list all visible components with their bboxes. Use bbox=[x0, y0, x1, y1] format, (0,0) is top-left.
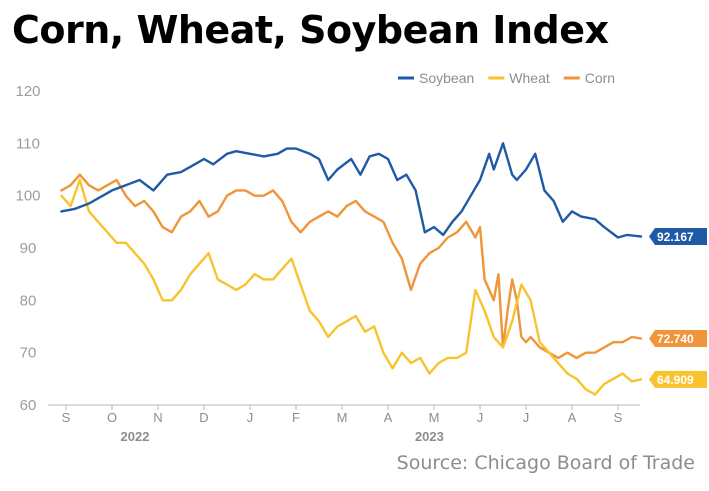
page-title: Corn, Wheat, Soybean Index bbox=[12, 8, 609, 52]
end-value-labels: 92.167 64.909 72.740 bbox=[649, 227, 707, 388]
end-label-corn: 72.740 bbox=[649, 330, 707, 348]
x-tick-label: S bbox=[62, 410, 71, 425]
y-tick-label: 80 bbox=[20, 292, 37, 309]
x-tick-label: F bbox=[292, 410, 300, 425]
end-label-value: 92.167 bbox=[657, 230, 694, 244]
end-label-value: 64.909 bbox=[657, 373, 694, 387]
x-year-label: 2022 bbox=[121, 429, 150, 444]
x-tick-label: A bbox=[384, 410, 393, 425]
x-tick-label: D bbox=[199, 410, 208, 425]
x-tick-label: O bbox=[107, 410, 117, 425]
x-tick-label: J bbox=[247, 410, 254, 425]
x-tick-label: J bbox=[477, 410, 484, 425]
y-tick-label: 70 bbox=[20, 345, 37, 362]
series-line-corn bbox=[60, 173, 643, 360]
x-tick-label: M bbox=[429, 410, 440, 425]
y-tick-label: 90 bbox=[20, 240, 37, 257]
x-tick-label: M bbox=[337, 410, 348, 425]
end-label-wheat: 64.909 bbox=[649, 370, 707, 388]
x-tick-label: N bbox=[153, 410, 162, 425]
end-label-box bbox=[649, 330, 707, 348]
end-label-box bbox=[649, 370, 707, 388]
y-axis: 60 70 80 90 100 110 120 bbox=[15, 83, 40, 414]
legend: Soybean Wheat Corn bbox=[398, 70, 615, 86]
series-line-wheat bbox=[60, 178, 643, 396]
series-lines bbox=[60, 142, 643, 396]
x-tick-label: J bbox=[523, 410, 530, 425]
end-label-value: 72.740 bbox=[657, 332, 694, 346]
y-tick-label: 120 bbox=[15, 83, 40, 100]
source-note: Source: Chicago Board of Trade bbox=[396, 452, 695, 474]
legend-label-corn: Corn bbox=[585, 70, 615, 86]
end-label-box bbox=[649, 227, 707, 245]
x-axis: S O N D J F M A M J J A S 2022 2023 bbox=[62, 405, 623, 444]
x-year-label: 2023 bbox=[415, 429, 444, 444]
legend-label-soybean: Soybean bbox=[419, 70, 474, 86]
series-line-soybean bbox=[60, 142, 643, 239]
legend-label-wheat: Wheat bbox=[509, 70, 550, 86]
y-tick-label: 60 bbox=[20, 397, 37, 414]
x-tick-label: A bbox=[568, 410, 577, 425]
y-tick-label: 110 bbox=[16, 135, 40, 152]
x-tick-label: S bbox=[614, 410, 623, 425]
end-label-soybean: 92.167 bbox=[649, 227, 707, 245]
y-tick-label: 100 bbox=[15, 188, 40, 205]
